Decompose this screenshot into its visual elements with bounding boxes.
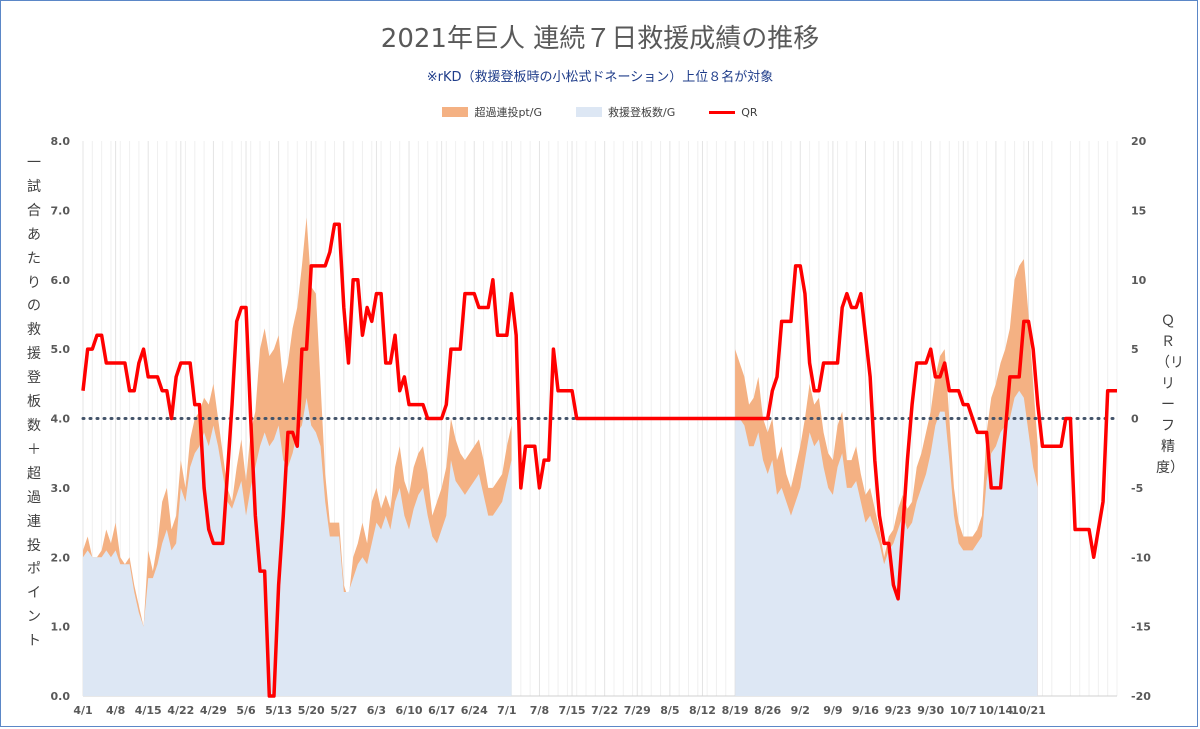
legend-swatch-relief [575,107,602,117]
x-tick-label: 8/26 [754,704,781,717]
x-tick-label: 9/9 [823,704,842,717]
tick-layer: 4/1 4/8 4/15 4/22 4/29 5/6 5/13 5/20 5/27 6/3 6/10… [51,135,1152,717]
x-tick-label: 5/27 [330,704,357,717]
legend-item-excess: 超過連投pt/G [442,104,542,120]
area-layer [83,217,1038,696]
x-tick-label: 4/8 [106,704,125,717]
x-tick-label: 5/13 [265,704,292,717]
line-layer [81,222,1117,698]
chart-title: 2021年巨人 連続７日救援成績の推移 [380,24,820,54]
x-tick-label: 10/7 [950,704,977,717]
left-tick-label: 0.0 [51,690,71,703]
right-tick-label: -15 [1131,621,1151,634]
x-tick-label: 9/23 [885,704,912,717]
left-tick-label: 3.0 [51,482,71,495]
x-tick-label: 7/1 [497,704,516,717]
x-tick-label: 4/1 [73,704,92,717]
x-tick-label: 6/3 [367,704,386,717]
right-tick-label: 5 [1131,343,1139,356]
right-tick-label: 0 [1131,413,1139,426]
x-tick-label: 4/22 [167,704,194,717]
right-axis-title: ＱＲ（リリーフ精度） [1156,313,1184,476]
x-tick-label: 7/15 [559,704,586,717]
left-tick-label: 6.0 [51,274,71,287]
x-tick-label: 8/19 [722,704,749,717]
right-tick-label: -20 [1131,690,1151,703]
relief-area [735,390,1038,696]
x-tick-label: 7/8 [530,704,549,717]
right-tick-label: 10 [1131,274,1147,287]
relief-area [83,397,512,696]
x-tick-label: 10/21 [1011,704,1046,717]
left-tick-label: 7.0 [51,204,71,217]
legend-swatch-qr [709,110,736,114]
right-tick-label: 20 [1131,135,1147,148]
right-tick-label: 15 [1131,204,1146,217]
legend-item-relief: 救援登板数/G [575,104,676,120]
x-tick-label: 7/22 [591,704,618,717]
qr-line [81,222,1117,698]
left-tick-label: 1.0 [51,621,71,634]
x-tick-label: 4/15 [135,704,162,717]
right-tick-label: -10 [1131,551,1151,564]
chart-legend: 超過連投pt/G 救援登板数/G QR [0,104,1200,120]
legend-label-relief: 救援登板数/G [607,106,676,119]
left-tick-label: 2.0 [51,551,71,564]
left-tick-label: 5.0 [51,343,71,356]
x-tick-label: 10/14 [979,704,1014,717]
x-tick-label: 8/12 [689,704,716,717]
x-tick-label: 5/20 [298,704,325,717]
legend-label-qr: QR [741,105,758,119]
x-tick-label: 9/30 [917,704,944,717]
x-tick-label: 6/10 [396,704,423,717]
x-tick-label: 9/16 [852,704,879,717]
legend-swatch-excess [442,107,469,117]
legend-label-excess: 超過連投pt/G [474,106,542,119]
x-tick-label: 6/24 [461,704,488,717]
x-tick-label: 5/6 [236,704,256,717]
chart-subtitle: ※rKD（救援登板時の小松式ドネーション）上位８名が対象 [426,70,774,85]
x-tick-label: 7/29 [624,704,651,717]
legend-item-qr: QR [709,104,758,120]
x-tick-label: 9/2 [791,704,810,717]
x-tick-label: 6/17 [428,704,455,717]
left-tick-label: 4.0 [51,413,71,426]
x-tick-label: 8/5 [660,704,679,717]
left-axis-title: 一試合あたりの救援登板数＋超過連投ポイント [27,155,41,650]
right-tick-label: -5 [1131,482,1143,495]
x-tick-label: 4/29 [200,704,227,717]
left-tick-label: 8.0 [51,135,71,148]
